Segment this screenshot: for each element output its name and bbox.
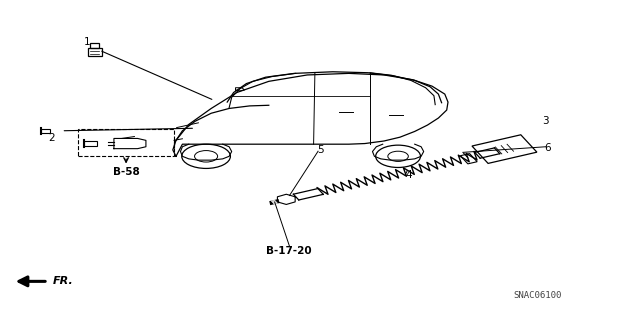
Text: 3: 3	[542, 116, 548, 126]
Text: 6: 6	[544, 143, 550, 153]
Text: FR.: FR.	[52, 276, 73, 286]
Text: B-58: B-58	[113, 167, 140, 177]
Text: 2: 2	[48, 133, 54, 143]
Text: B-17-20: B-17-20	[266, 246, 312, 256]
Text: SNAC06100: SNAC06100	[513, 291, 562, 300]
Text: 5: 5	[317, 145, 323, 155]
Text: 1: 1	[84, 37, 90, 47]
Text: 4: 4	[405, 170, 412, 180]
